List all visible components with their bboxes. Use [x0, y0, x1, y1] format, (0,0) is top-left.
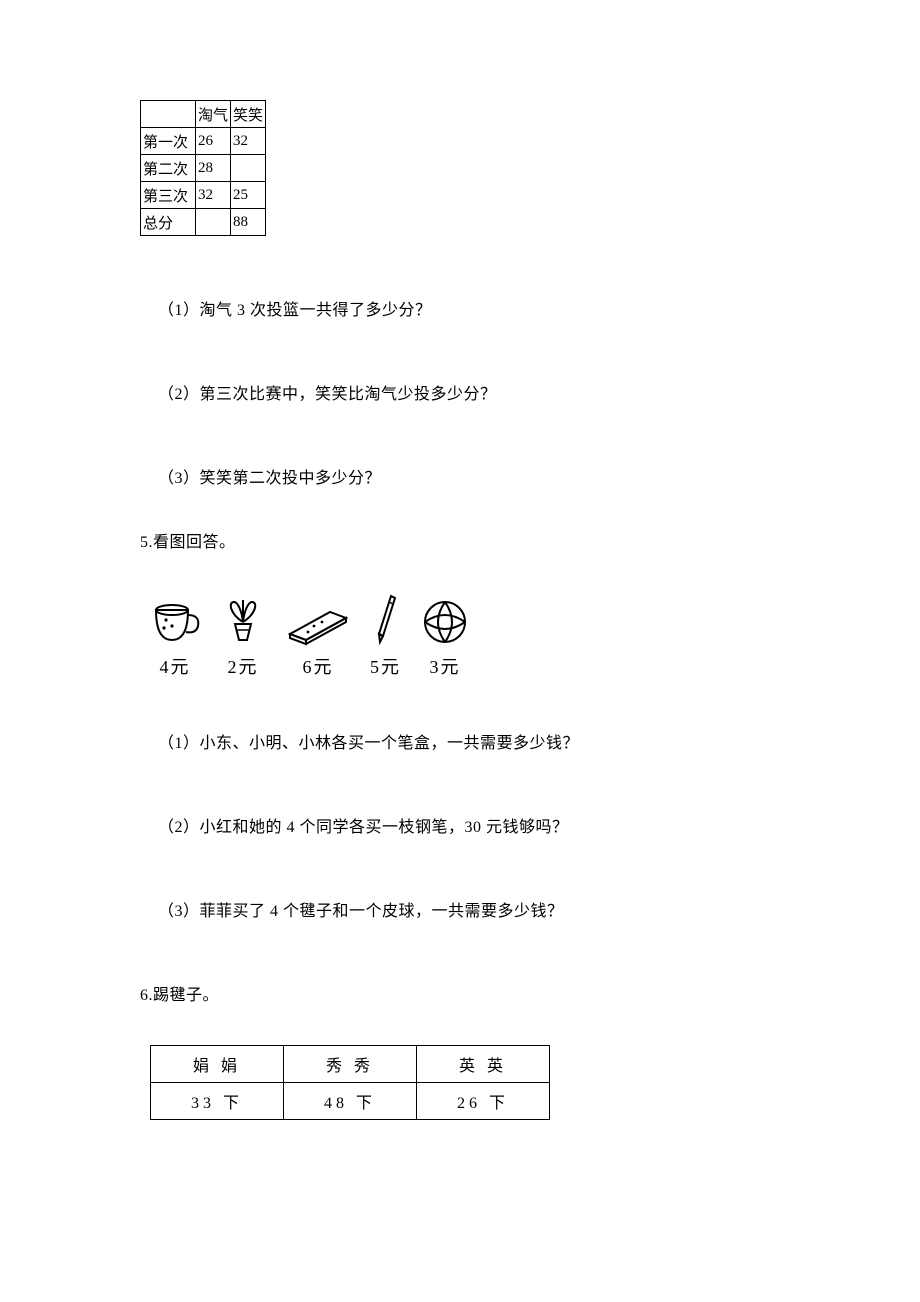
cell-value: 88 [231, 209, 266, 236]
problem-6-title: 6.踢毽子。 [140, 981, 780, 1005]
cell-header-taoqi: 淘气 [196, 101, 231, 128]
cell-label: 第二次 [141, 155, 196, 182]
table-row: 淘气 笑笑 [141, 101, 266, 128]
question-5-1: （1）小东、小明、小林各买一个笔盒，一共需要多少钱？ [158, 729, 780, 753]
score-table: 淘气 笑笑 第一次 26 32 第二次 28 第三次 32 25 总分 88 [140, 100, 266, 236]
table-row: 第一次 26 32 [141, 128, 266, 155]
table-row: 总分 88 [141, 209, 266, 236]
cell-label: 第一次 [141, 128, 196, 155]
cell-value: 26 [196, 128, 231, 155]
item-price: 4元 [160, 653, 191, 679]
cell-header: 英 英 [417, 1046, 550, 1083]
item-price: 3元 [430, 653, 461, 679]
question-2: （2）第三次比赛中，笑笑比淘气少投多少分？ [158, 380, 780, 404]
cell-value: 32 [196, 182, 231, 209]
kick-table: 娟 娟 秀 秀 英 英 33 下 48 下 26 下 [150, 1045, 550, 1120]
cell-header-xiaoxiao: 笑笑 [231, 101, 266, 128]
items-row: 4元 2元 [150, 592, 780, 679]
item-cup: 4元 [150, 600, 200, 679]
cell-value: 32 [231, 128, 266, 155]
item-plant: 2元 [220, 596, 266, 679]
cell-value [231, 155, 266, 182]
table-row: 第三次 32 25 [141, 182, 266, 209]
pen-icon [371, 592, 401, 651]
cell-value: 48 下 [284, 1083, 417, 1120]
pencil-case-icon [286, 604, 350, 651]
item-price: 5元 [370, 653, 401, 679]
table-row: 第二次 28 [141, 155, 266, 182]
plant-icon [220, 596, 266, 651]
cup-icon [150, 600, 200, 651]
item-price: 2元 [228, 653, 259, 679]
cell-value [196, 209, 231, 236]
table-row: 娟 娟 秀 秀 英 英 [151, 1046, 550, 1083]
cell-value: 25 [231, 182, 266, 209]
question-1: （1）淘气 3 次投篮一共得了多少分？ [158, 296, 780, 320]
cell-blank [141, 101, 196, 128]
question-3: （3）笑笑第二次投中多少分？ [158, 464, 780, 488]
cell-value: 28 [196, 155, 231, 182]
cell-label: 总分 [141, 209, 196, 236]
worksheet-page: 淘气 笑笑 第一次 26 32 第二次 28 第三次 32 25 总分 88 （… [0, 0, 920, 1302]
cell-header: 娟 娟 [151, 1046, 284, 1083]
item-pencil-case: 6元 [286, 604, 350, 679]
problem-5-title: 5.看图回答。 [140, 528, 780, 552]
table-row: 33 下 48 下 26 下 [151, 1083, 550, 1120]
ball-icon [421, 598, 469, 651]
question-5-2: （2）小红和她的 4 个同学各买一枝钢笔，30 元钱够吗？ [158, 813, 780, 837]
cell-value: 26 下 [417, 1083, 550, 1120]
item-ball: 3元 [421, 598, 469, 679]
cell-value: 33 下 [151, 1083, 284, 1120]
question-5-3: （3）菲菲买了 4 个毽子和一个皮球，一共需要多少钱？ [158, 897, 780, 921]
cell-header: 秀 秀 [284, 1046, 417, 1083]
item-pen: 5元 [370, 592, 401, 679]
cell-label: 第三次 [141, 182, 196, 209]
item-price: 6元 [303, 653, 334, 679]
